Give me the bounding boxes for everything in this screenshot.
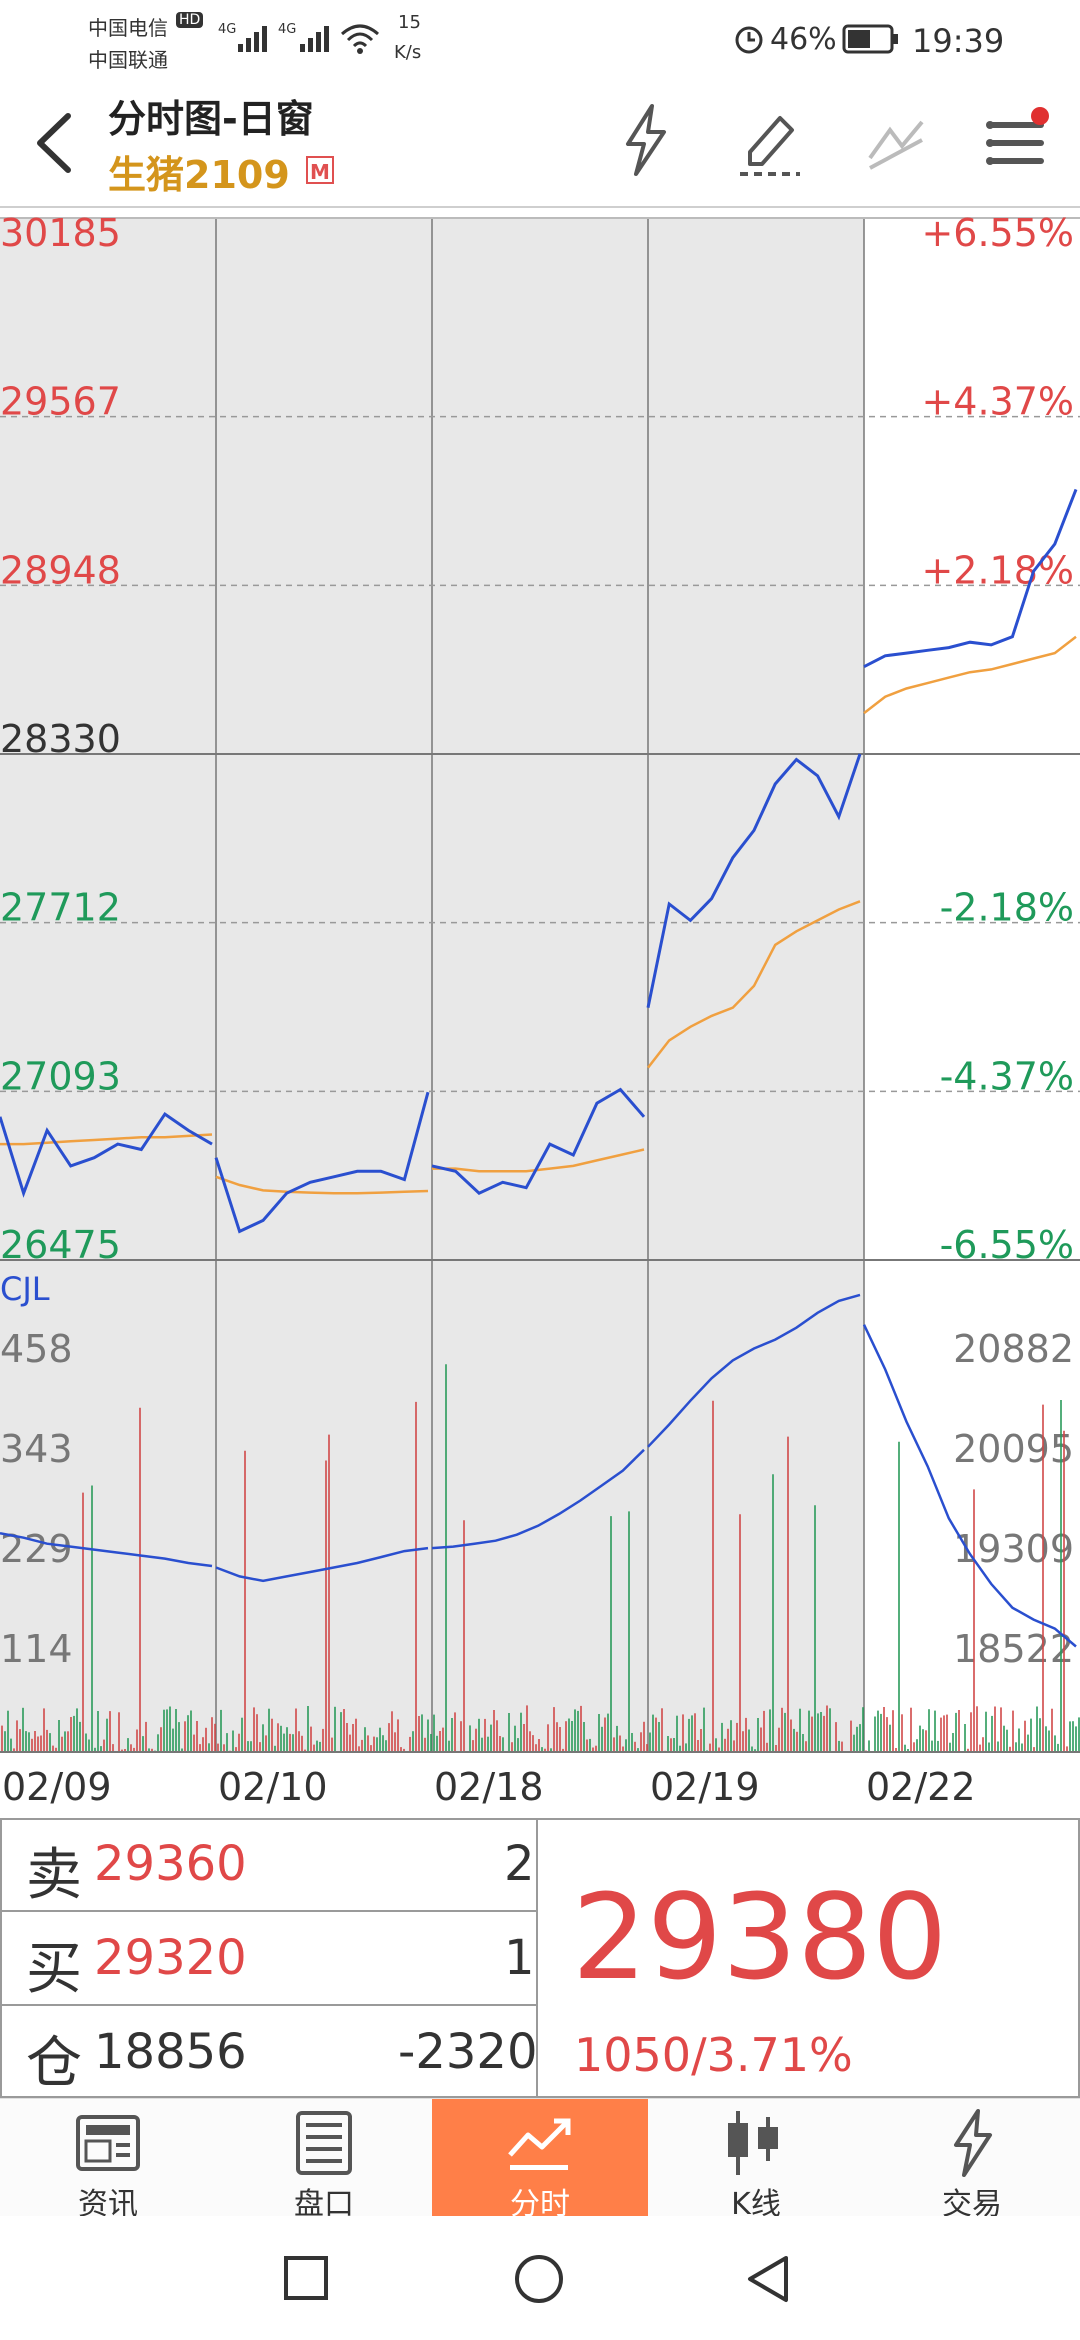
battery-icon <box>842 24 898 54</box>
volume-axis-label: 229 <box>0 1527 73 1571</box>
candlestick-icon <box>728 2111 778 2175</box>
nav-trade[interactable]: 交易 <box>864 2099 1080 2222</box>
price-axis-label: 27093 <box>0 1054 121 1098</box>
date-label: 02/19 <box>650 1765 760 1809</box>
volume-axis-label: 458 <box>0 1327 73 1371</box>
intraday-chart-icon <box>508 2118 571 2170</box>
last-price-box <box>538 1818 1080 2098</box>
status-bar: 中国电信 中国联通 HD 4G 4G 15 K/s 46% 19:39 <box>0 0 1080 80</box>
nav-kline[interactable]: K线 <box>648 2099 864 2222</box>
back-icon[interactable] <box>24 108 80 178</box>
open-interest-axis-label: 20095 <box>953 1427 1074 1471</box>
nav-news[interactable]: 资讯 <box>0 2099 216 2222</box>
nav-order-book[interactable]: 盘口 <box>216 2099 432 2222</box>
bid-ask-box <box>0 1818 538 2098</box>
sell-label: 卖 <box>26 1843 82 1908</box>
buy-price: 29320 <box>94 1930 247 1986</box>
home-icon[interactable] <box>512 2252 566 2306</box>
contract-name[interactable]: 生猪2109 <box>108 153 290 197</box>
draw-pen-icon[interactable] <box>730 100 810 180</box>
signal-icon-2 <box>300 26 329 52</box>
buy-qty: 1 <box>504 1930 535 1986</box>
price-axis-label: 29567 <box>0 380 121 424</box>
carrier-1: 中国电信 <box>88 16 168 40</box>
intraday-chart[interactable]: 30185 +6.55% 29567 +4.37% 28948 +2.18% 28330 27… <box>0 206 1080 1810</box>
back-nav-icon[interactable] <box>742 2252 796 2306</box>
news-icon <box>76 2115 140 2171</box>
open-interest-label: 仓 <box>26 2031 82 2096</box>
price-axis-label: 27712 <box>0 886 121 930</box>
price-change: 1050/3.71% <box>574 2028 853 2082</box>
recent-apps-icon[interactable] <box>282 2254 330 2302</box>
last-price: 29380 <box>572 1868 948 2006</box>
nav-intraday[interactable]: 分时 <box>432 2099 648 2222</box>
app-header: 分时图-日窗 生猪2109 M <box>0 80 1080 208</box>
date-label: 02/10 <box>218 1765 328 1809</box>
carrier-2: 中国联通 <box>88 48 168 72</box>
network-type-2: 4G <box>278 22 297 37</box>
market-badge: M <box>306 156 334 184</box>
sell-price: 29360 <box>94 1836 247 1892</box>
percent-axis-label: -4.37% <box>940 1054 1074 1098</box>
volume-axis-title: CJL <box>0 1270 50 1308</box>
percent-axis-label: -2.18% <box>940 886 1074 930</box>
price-axis-label: 28330 <box>0 717 121 761</box>
network-type-1: 4G <box>218 22 237 37</box>
open-interest-axis-label: 19309 <box>953 1527 1074 1571</box>
clock: 19:39 <box>912 22 1005 60</box>
trade-lightning-icon <box>954 2109 992 2177</box>
system-nav-bar <box>0 2216 1080 2340</box>
open-interest-change: -2320 <box>398 2024 538 2080</box>
avg-price-line <box>0 635 1077 1195</box>
bottom-nav: 资讯 盘口 分时 K线 交易 <box>0 2098 1080 2222</box>
battery-percent: 46% <box>770 22 837 57</box>
date-label: 02/09 <box>2 1765 112 1809</box>
alarm-icon <box>735 26 763 54</box>
wifi-icon <box>341 24 379 54</box>
buy-label: 买 <box>26 1937 82 2002</box>
percent-axis-label: +4.37% <box>921 380 1074 424</box>
price-line <box>0 488 1078 1234</box>
price-axis-label: 30185 <box>0 211 121 255</box>
percent-axis-label: +2.18% <box>921 548 1074 592</box>
percent-axis-label: +6.55% <box>921 211 1074 255</box>
open-interest-line <box>0 1293 1077 1648</box>
net-speed-value: 15 <box>398 12 421 33</box>
net-speed-unit: K/s <box>394 42 422 63</box>
open-interest-value: 18856 <box>94 2024 247 2080</box>
date-label: 02/18 <box>434 1765 544 1809</box>
quote-panel: 卖 29360 2 买 29320 1 仓 18856 -2320 29380 … <box>0 1818 1080 2098</box>
hd-badge: HD <box>176 12 204 28</box>
page-title: 分时图-日窗 <box>108 97 314 141</box>
volume-axis-label: 114 <box>0 1627 73 1671</box>
menu-icon[interactable] <box>980 100 1060 180</box>
trend-line-icon[interactable] <box>856 100 936 180</box>
lightning-icon[interactable] <box>606 100 686 180</box>
open-interest-axis-label: 18522 <box>953 1627 1074 1671</box>
sell-qty: 2 <box>504 1836 535 1892</box>
price-axis-label: 28948 <box>0 548 121 592</box>
order-book-icon <box>296 2111 352 2175</box>
date-label: 02/22 <box>866 1765 976 1809</box>
volume-axis-label: 343 <box>0 1427 73 1471</box>
open-interest-axis-label: 20882 <box>953 1327 1074 1371</box>
signal-icon <box>238 26 267 52</box>
